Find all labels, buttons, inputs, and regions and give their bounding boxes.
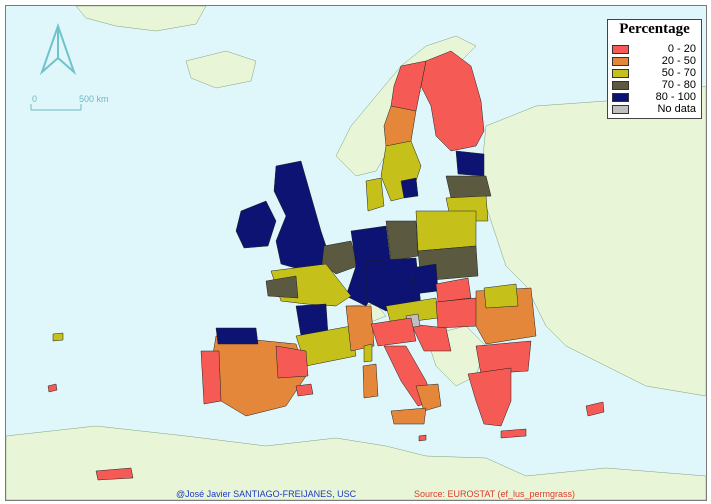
- legend-swatch: [612, 93, 629, 102]
- region-sweden-gotland: [400, 177, 419, 199]
- region-sardinia: [362, 363, 379, 399]
- region-estonia: [455, 150, 485, 177]
- scale-zero-label: 0: [32, 94, 38, 104]
- legend-item: No data: [612, 103, 700, 116]
- legend-item: 0 - 20: [612, 43, 700, 56]
- legend: Percentage 0 - 20 20 - 50 50 - 70 70 - 8…: [607, 19, 702, 119]
- legend-title: Percentage: [619, 21, 690, 37]
- region-latvia: [445, 175, 492, 199]
- legend-item: 70 - 80: [612, 79, 700, 92]
- region-hungary: [435, 297, 479, 329]
- legend-label: 0 - 20: [667, 43, 696, 55]
- region-cyprus: [585, 401, 605, 417]
- legend-swatch: [612, 45, 629, 54]
- legend-swatch: [612, 105, 629, 114]
- region-spain-north: [215, 327, 259, 345]
- region-italy-south: [415, 383, 442, 412]
- region-czechia: [410, 263, 439, 295]
- legend-swatch: [612, 57, 629, 66]
- legend-item: 50 - 70: [612, 67, 700, 80]
- legend-swatch: [612, 81, 629, 90]
- region-ireland: [235, 200, 277, 249]
- source-credit: Source: EUROSTAT (ef_lus_permgrass): [414, 489, 576, 499]
- legend-label: No data: [657, 103, 696, 115]
- land-north-africa: [6, 425, 706, 500]
- region-greece: [467, 367, 512, 427]
- scale-max-label: 500 km: [79, 94, 109, 104]
- region-azores: [52, 332, 64, 342]
- region-france-northwest: [265, 275, 299, 299]
- region-portugal: [200, 350, 222, 405]
- author-credit: @José Javier SANTIAGO-FREIJANES, USC: [176, 489, 357, 499]
- region-france-southeast: [345, 305, 375, 352]
- region-benelux: [321, 240, 359, 275]
- scale-bar: [30, 104, 82, 111]
- region-bulgaria: [475, 340, 532, 375]
- eu-regions: [47, 50, 605, 481]
- legend-swatch: [612, 69, 629, 78]
- region-sicily: [390, 407, 427, 425]
- legend-label: 20 - 50: [661, 55, 696, 67]
- land-iceland: [185, 50, 257, 89]
- north-arrow-icon: [39, 22, 77, 76]
- region-croatia: [410, 323, 452, 352]
- legend-label: 50 - 70: [661, 67, 696, 79]
- region-malta: [418, 434, 427, 442]
- region-crete: [500, 428, 527, 439]
- region-germany-east: [385, 220, 419, 262]
- land-greenland-edge: [75, 6, 207, 32]
- region-uk: [273, 160, 332, 272]
- legend-item: 20 - 50: [612, 55, 700, 68]
- region-balearics: [295, 383, 314, 397]
- region-slovakia: [435, 277, 472, 303]
- region-italy-north: [370, 317, 417, 347]
- region-canarias: [95, 467, 134, 481]
- legend-label: 70 - 80: [661, 79, 696, 91]
- region-poland-north: [415, 210, 477, 252]
- map-frame: 0 500 km Percentage 0 - 20 20 - 50 50 - …: [5, 5, 707, 501]
- region-corsica: [363, 343, 373, 363]
- region-madeira: [47, 383, 58, 393]
- europe-map: [6, 6, 706, 500]
- legend-label: 80 - 100: [655, 91, 696, 103]
- legend-item: 80 - 100: [612, 91, 700, 104]
- region-romania-north: [483, 283, 519, 309]
- region-denmark: [365, 177, 385, 212]
- region-spain-northeast: [275, 345, 309, 379]
- region-finland: [420, 50, 485, 152]
